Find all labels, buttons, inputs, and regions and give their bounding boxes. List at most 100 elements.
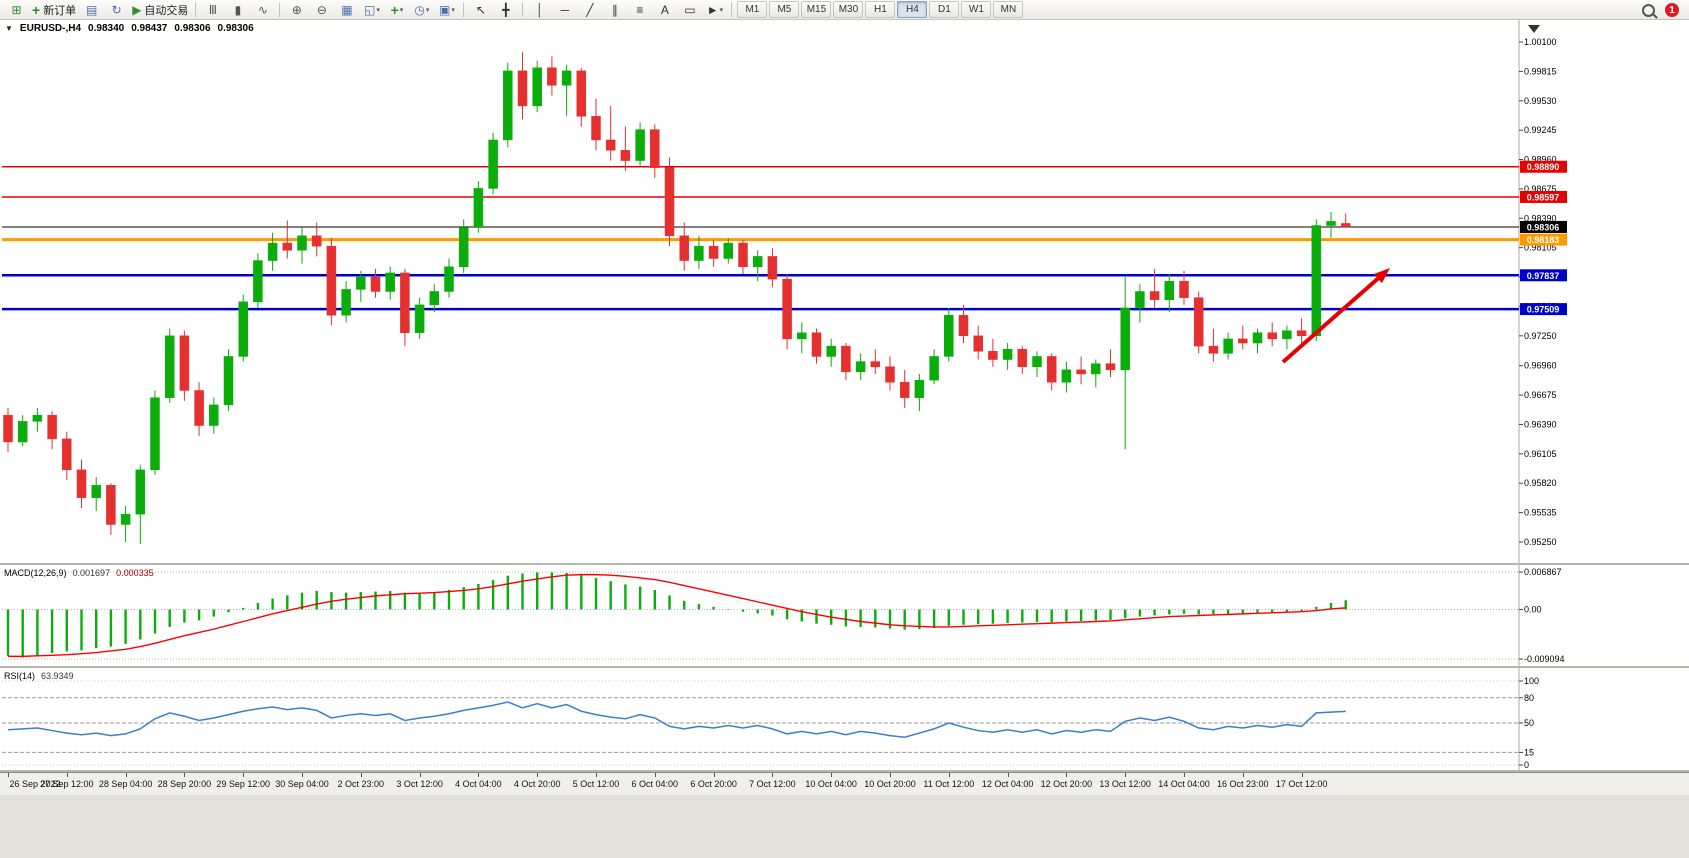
vertical-line-icon: │ xyxy=(536,2,544,17)
time-axis-tick xyxy=(1301,773,1303,777)
arrows-button[interactable]: ► ▾ xyxy=(703,1,726,18)
candle xyxy=(47,414,57,440)
candle xyxy=(1002,348,1013,360)
crosshair-button[interactable]: ╋ xyxy=(494,1,517,18)
new-order-button-label: 新订单 xyxy=(43,4,77,17)
candle xyxy=(517,70,528,107)
time-axis-tick xyxy=(184,773,186,777)
indicators-button[interactable]: + ▾ xyxy=(385,1,408,18)
timeframe-button-w1[interactable]: W1 xyxy=(961,1,992,18)
price-tag[interactable] xyxy=(1520,269,1567,282)
new-order-button[interactable]: + 新订单 xyxy=(30,1,78,18)
time-axis-tick xyxy=(8,773,9,777)
bar-chart-button[interactable]: Ⅲ xyxy=(201,1,224,18)
candle xyxy=(561,70,572,86)
periods-icon: ◷ xyxy=(414,2,425,17)
bar-chart-icon: Ⅲ xyxy=(208,2,218,17)
trend-arrow-head[interactable] xyxy=(1374,268,1390,284)
timeframe-button-m1[interactable]: M1 xyxy=(737,1,768,18)
candlestick-chart-button[interactable]: ▮ xyxy=(226,1,249,18)
price-tag[interactable] xyxy=(1520,233,1567,246)
candle xyxy=(679,235,689,261)
timeframe-button-m30[interactable]: M30 xyxy=(833,1,864,18)
price-chart-panel[interactable]: 1.00100 0.99815 0.99530 0.99245 0.98960 0.986… xyxy=(0,20,1689,563)
chart-context-arrow-icon[interactable]: ▼ xyxy=(5,24,13,33)
trend-arrow[interactable] xyxy=(1281,277,1380,364)
dropdown-caret-icon[interactable]: ▾ xyxy=(451,6,455,14)
timeframe-button-d1[interactable]: D1 xyxy=(929,1,960,18)
candle xyxy=(1046,356,1057,383)
fibonacci-button[interactable]: ≡ xyxy=(628,1,651,18)
timeframe-group: M1 M5 M15 M30 H1 H4 D1 W1 MN xyxy=(736,1,1024,18)
time-axis-label: 3 Oct 12:00 xyxy=(396,779,443,789)
trendline-button[interactable]: ╱ xyxy=(578,1,601,18)
periods-button[interactable]: ◷ ▾ xyxy=(410,1,433,18)
notification-badge[interactable]: 1 xyxy=(1665,3,1679,17)
time-axis-label: 4 Oct 04:00 xyxy=(455,779,502,789)
scroll-to-end-marker-icon[interactable] xyxy=(1528,25,1540,33)
panel-divider[interactable] xyxy=(0,563,1689,565)
timeframe-button-m5[interactable]: M5 xyxy=(769,1,800,18)
candle xyxy=(973,335,983,352)
candle xyxy=(1193,297,1204,347)
zoom-in-button[interactable]: ⊕ xyxy=(285,1,308,18)
time-axis[interactable]: 26 Sep 2022 27 Sep 12:00 28 Sep 04:00 28 Se… xyxy=(0,772,1689,795)
search-icon[interactable] xyxy=(1642,3,1655,17)
dropdown-caret-icon[interactable]: ▾ xyxy=(719,6,724,14)
candle xyxy=(1105,363,1116,371)
refresh-button[interactable]: ↻ xyxy=(105,1,128,18)
price-tag-label: 0.97837 xyxy=(1527,271,1560,281)
candle xyxy=(591,115,601,141)
rsi-header: RSI(14) 63.9349 xyxy=(4,671,74,681)
timeframe-button-h4[interactable]: H4 xyxy=(897,1,928,18)
panel-divider[interactable] xyxy=(0,770,1689,772)
price-tag[interactable] xyxy=(1520,160,1567,173)
price-axis-label: 0.96960 xyxy=(1524,361,1557,371)
cursor-button[interactable]: ↖ xyxy=(469,1,492,18)
equidistant-channel-button[interactable]: ∥ xyxy=(603,1,626,18)
price-tag[interactable] xyxy=(1520,303,1567,316)
time-axis-tick xyxy=(1125,773,1127,777)
price-panel-background xyxy=(0,20,1689,563)
price-tag-label: 0.98597 xyxy=(1527,192,1560,202)
price-tag[interactable] xyxy=(1520,220,1567,233)
dropdown-caret-icon[interactable]: ▾ xyxy=(399,6,404,14)
text-label-icon: ▭ xyxy=(684,2,696,17)
timeframe-button-mn[interactable]: MN xyxy=(993,1,1024,18)
price-axis-label: 0.98390 xyxy=(1524,213,1557,223)
rsi-panel[interactable]: 100 80 50 15 0 xyxy=(0,668,1689,770)
line-chart-button[interactable]: ∿ xyxy=(251,1,274,18)
candle xyxy=(1032,356,1042,367)
cascade-windows-button[interactable]: ◱ ▾ xyxy=(360,1,383,18)
dropdown-caret-icon[interactable]: ▾ xyxy=(425,6,430,14)
text-button[interactable]: A xyxy=(653,1,676,18)
candle xyxy=(650,129,660,169)
candle xyxy=(444,266,454,292)
price-axis-label: 0.99815 xyxy=(1524,66,1557,76)
tile-windows-button[interactable]: ▦ xyxy=(335,1,358,18)
candle xyxy=(1061,369,1072,383)
auto-trading-button[interactable]: ▶ 自动交易 xyxy=(130,1,190,18)
vertical-line-button[interactable]: │ xyxy=(528,1,551,18)
candle xyxy=(532,67,542,107)
templates-button[interactable]: ▣ ▾ xyxy=(435,1,458,18)
price-axis-label: 0.98675 xyxy=(1524,184,1557,194)
dropdown-caret-icon[interactable]: ▾ xyxy=(376,6,380,14)
chart-profiles-button[interactable]: ▤ xyxy=(80,1,103,18)
timeframe-button-m15[interactable]: M15 xyxy=(801,1,832,18)
panel-divider[interactable] xyxy=(0,666,1689,668)
candle xyxy=(576,70,587,117)
candle xyxy=(605,139,616,151)
time-axis-label: 6 Oct 20:00 xyxy=(690,779,737,789)
candle xyxy=(503,70,513,141)
cascade-windows-icon: ◱ xyxy=(363,2,376,17)
text-label-button[interactable]: ▭ xyxy=(678,1,701,18)
new-chart-button[interactable]: ⊞ xyxy=(5,1,28,18)
timeframe-button-h1[interactable]: H1 xyxy=(865,1,896,18)
horizontal-line-button[interactable]: ─ xyxy=(553,1,576,18)
time-axis-tick xyxy=(890,773,891,777)
zoom-out-button[interactable]: ⊖ xyxy=(310,1,333,18)
macd-panel[interactable]: 0.006867 0.00 -0.009094 xyxy=(0,565,1689,666)
time-axis-tick xyxy=(831,773,833,777)
price-tag[interactable] xyxy=(1520,190,1567,203)
